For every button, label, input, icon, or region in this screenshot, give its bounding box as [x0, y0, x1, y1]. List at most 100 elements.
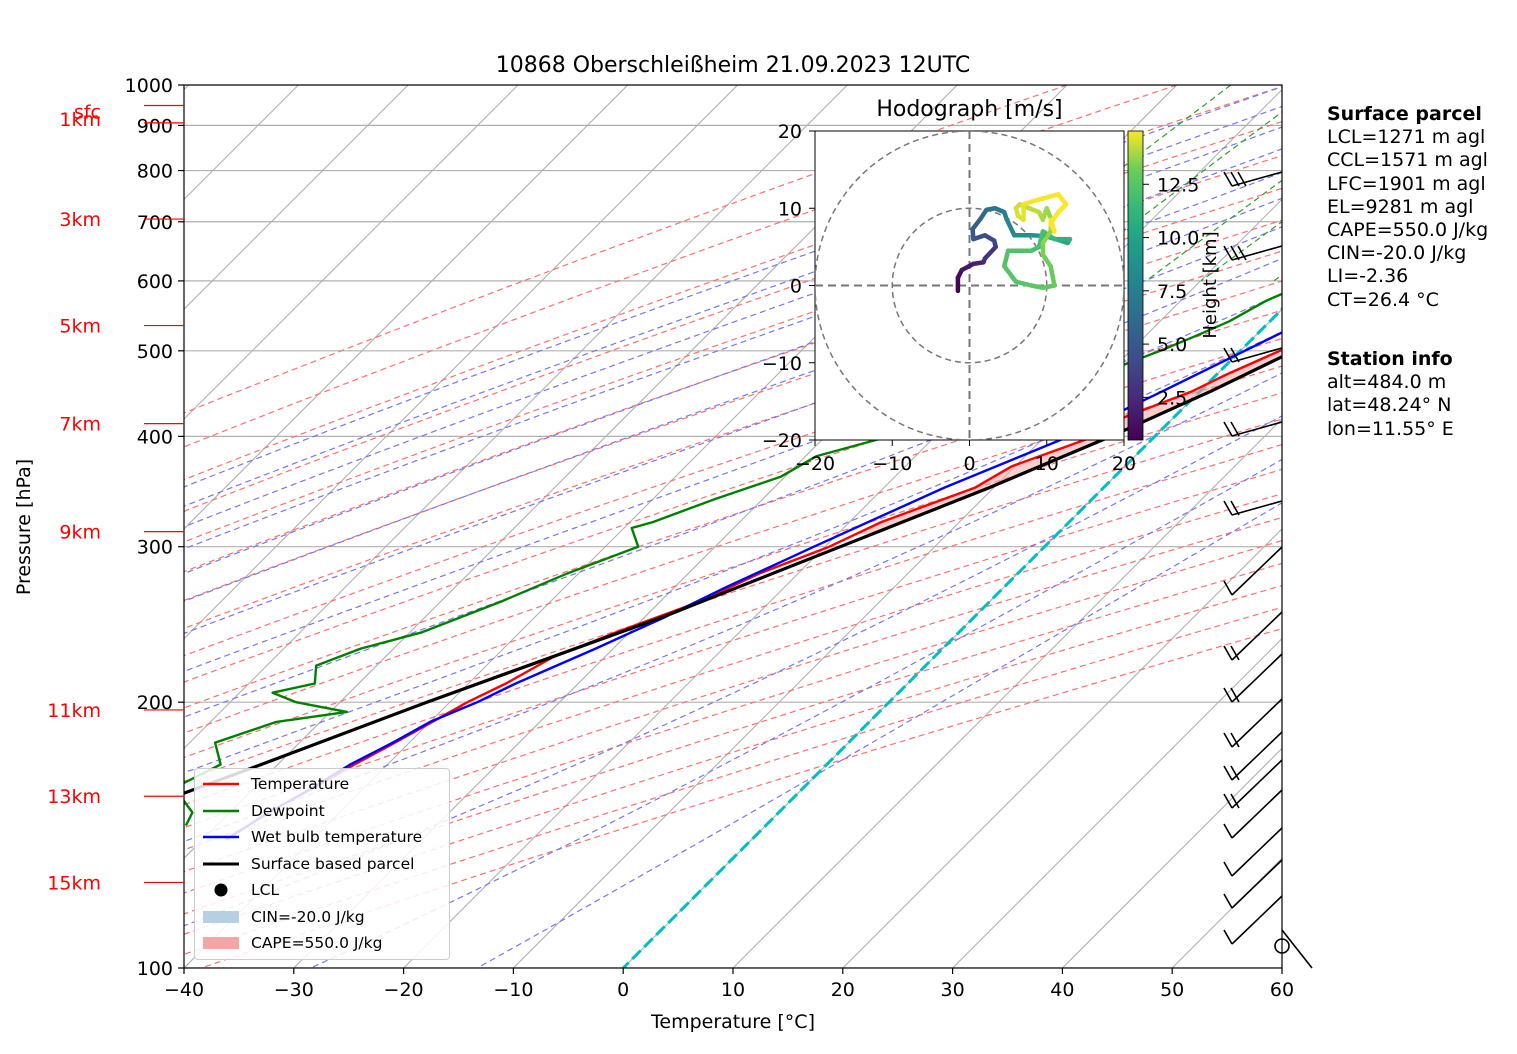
legend-entry-wetbulb: Wet bulb temperature: [195, 825, 445, 849]
chart-title: 10868 Oberschleißheim 21.09.2023 12UTC: [496, 53, 971, 78]
y-tick-label: 300: [137, 537, 173, 559]
hodograph-segment: [1002, 248, 1011, 269]
hodograph-segment: [1004, 216, 1017, 238]
wind-barb-flag: [1237, 245, 1247, 261]
y-tick-label: 700: [137, 212, 173, 234]
wind-barb-flag: [1230, 765, 1240, 781]
isotherm-line: [184, 85, 519, 420]
mixing-ratio-line: [1145, 179, 1282, 282]
wind-barb-flag: [1230, 732, 1240, 748]
legend-entry-cape: CAPE=550.0 J/kg: [195, 931, 445, 955]
isotherm-line: [184, 85, 409, 310]
colorbar-tick-label: 7.5: [1157, 281, 1187, 303]
moist-adiabat: [184, 105, 1282, 507]
wind-barb-flag: [1230, 500, 1240, 516]
legend-entry-temperature: Temperature: [195, 772, 445, 796]
moist-adiabat: [476, 502, 1282, 968]
y-axis-label: Pressure [hPa]: [13, 459, 35, 595]
height-label: 5km: [59, 316, 101, 338]
x-tick-label: −30: [274, 979, 314, 1001]
moist-adiabat: [184, 415, 1282, 927]
dry-adiabat: [184, 540, 1282, 894]
legend: Temperature Dewpoint Wet bulb temperatur…: [194, 768, 450, 960]
temperature-line: [226, 348, 1282, 841]
wind-barb-flag: [1223, 861, 1233, 877]
axes: −40 −30 −20 −10 0 10 20 30 40 50 60100200300400500…: [47, 75, 1294, 1001]
wind-barb-shaft: [1231, 731, 1283, 781]
wind-barb-flag: [1230, 245, 1240, 261]
moist-adiabat: [184, 331, 1282, 774]
moist-adiabat: [184, 292, 1282, 718]
wind-barb-flag: [1223, 765, 1233, 781]
legend-key-cin: [203, 911, 239, 923]
hodograph-x-tick-label: −20: [795, 453, 835, 475]
y-tick-label: 500: [137, 341, 173, 363]
dry-adiabat: [184, 85, 1068, 414]
hodograph-segment: [982, 244, 999, 261]
wind-barb-shaft: [1231, 171, 1283, 187]
x-tick-label: 40: [1050, 979, 1074, 1001]
hodograph-segment: [1040, 229, 1053, 246]
calm-wind-circle: [1274, 938, 1290, 954]
parcel-line: [184, 354, 1282, 795]
y-tick-label: 100: [137, 958, 173, 980]
height-label: 3km: [59, 209, 101, 231]
wind-barb-shaft: [1231, 546, 1283, 596]
x-tick-label: 10: [721, 979, 745, 1001]
colorbar-tick-label: 10.0: [1157, 228, 1199, 250]
colorbar-tick-label: 5.0: [1157, 334, 1187, 356]
hodograph-colorbar: [1127, 130, 1144, 441]
freezing-isotherm: [622, 307, 1282, 968]
isotherm-line: [184, 85, 848, 750]
hodograph-segment: [1036, 229, 1046, 250]
hodograph-y-tick-label: 0: [790, 276, 802, 298]
dry-adiabat: [184, 85, 1282, 481]
isotherm-line: [184, 85, 629, 530]
wind-barb-shaft: [1281, 929, 1313, 969]
x-tick-label: −10: [493, 979, 533, 1001]
wind-barb-flag: [1223, 347, 1233, 363]
y-tick-label: 600: [137, 271, 173, 293]
surface-parcel-panel: Surface parcel LCL=1271 m agl CCL=1571 m…: [1327, 103, 1488, 312]
wind-barb-shaft: [1231, 698, 1283, 748]
moist-adiabat: [310, 458, 1282, 968]
wind-barb-flag: [1223, 823, 1233, 839]
legend-key-lcl: [214, 883, 228, 897]
dry-adiabat: [184, 468, 1282, 829]
wetbulb-line: [225, 331, 1282, 841]
hodograph-segment: [1048, 263, 1057, 288]
isotherm-line: [513, 198, 1282, 968]
lfc-value: LFC=1901 m agl: [1327, 172, 1486, 195]
x-axis-label: Temperature [°C]: [650, 1011, 815, 1033]
wind-barb-flag: [1237, 171, 1247, 187]
wind-barb-flag: [1230, 171, 1240, 187]
mixing-ratio-line: [1491, 85, 1517, 281]
dry-adiabat: [184, 250, 1282, 630]
y-tick-label: 400: [137, 426, 173, 448]
lcl-value: LCL=1271 m agl: [1327, 126, 1486, 149]
x-tick-label: −20: [384, 979, 424, 1001]
dry-adiabat: [184, 584, 1282, 935]
wind-barb-flag: [1223, 500, 1233, 516]
wind-barb-flag: [1223, 929, 1233, 945]
hodograph-y-tick-label: −10: [762, 353, 802, 375]
y-tick-label: 800: [137, 161, 173, 183]
hodograph-x-tick-label: 20: [1112, 453, 1136, 475]
wind-barb-shaft: [1231, 500, 1283, 516]
wind-barb-flag: [1230, 793, 1240, 809]
hodograph: Hodograph [m/s] −20−20 −10 −10 0 0 10 10 20 20 2.…: [762, 97, 1221, 475]
colorbar-tick-label: 2.5: [1157, 387, 1187, 409]
legend-label-cape: CAPE=550.0 J/kg: [251, 934, 383, 952]
dry-adiabat: [184, 121, 1282, 512]
wind-barb-shaft: [1231, 759, 1283, 809]
colorbar-label: Height [km]: [1200, 231, 1221, 338]
cape-value: CAPE=550.0 J/kg: [1327, 219, 1489, 242]
hodograph-segment: [1013, 279, 1034, 288]
x-tick-label: 50: [1160, 979, 1184, 1001]
cin-value: CIN=-20.0 J/kg: [1327, 242, 1467, 265]
legend-label-lcl: LCL: [251, 881, 280, 899]
ccl-value: CCL=1571 m agl: [1327, 149, 1488, 172]
wind-barb-flag: [1230, 687, 1240, 703]
legend-entry-dewpoint: Dewpoint: [195, 799, 445, 823]
